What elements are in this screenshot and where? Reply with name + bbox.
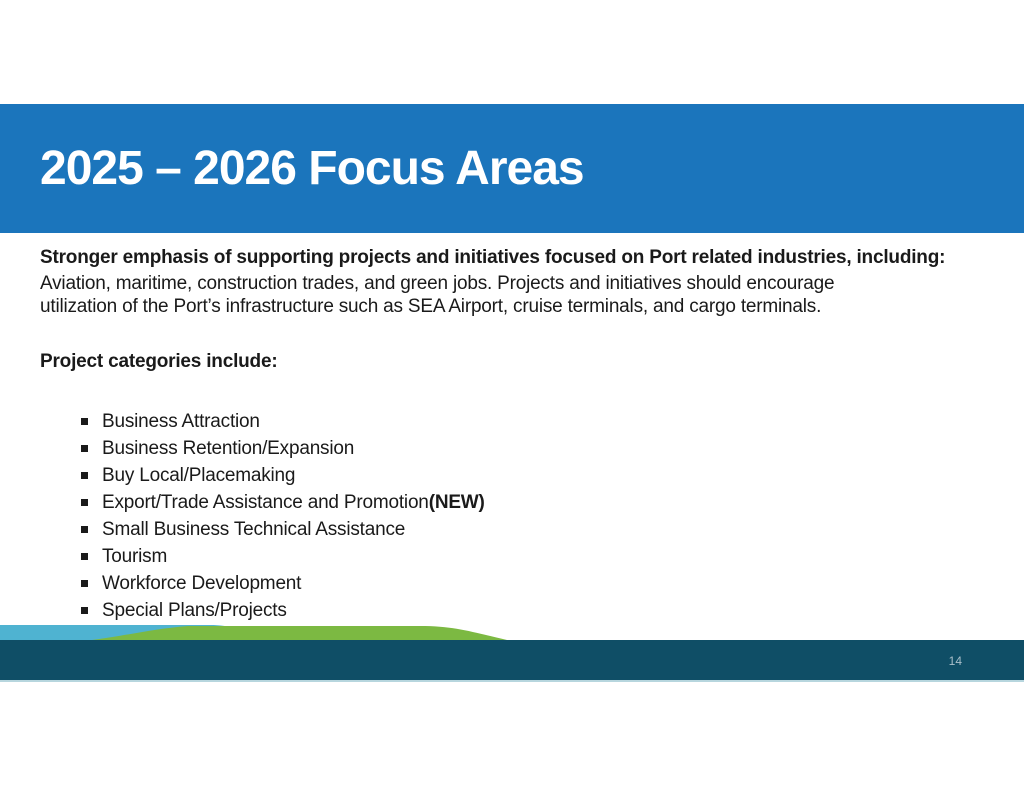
- list-item: Export/Trade Assistance and Promotion (N…: [40, 489, 988, 516]
- bullet-square-icon: [81, 445, 88, 452]
- list-item: Small Business Technical Assistance: [40, 516, 988, 543]
- bullet-square-icon: [81, 418, 88, 425]
- list-item: Business Attraction: [40, 408, 988, 435]
- category-label: Business Retention/Expansion: [102, 437, 355, 459]
- slide-title: 2025 – 2026 Focus Areas: [40, 141, 585, 195]
- bullet-square-icon: [81, 607, 88, 614]
- category-label: Workforce Development: [102, 572, 302, 594]
- bullet-square-icon: [81, 580, 88, 587]
- bullet-square-icon: [81, 553, 88, 560]
- list-item: Workforce Development: [40, 570, 988, 597]
- category-label: Tourism: [102, 545, 168, 567]
- category-list: Business Attraction Business Retention/E…: [40, 408, 988, 624]
- list-item: Business Retention/Expansion: [40, 435, 988, 462]
- footer-swoosh-graphic: [0, 625, 507, 640]
- bullet-square-icon: [81, 526, 88, 533]
- page-number: 14: [948, 654, 962, 668]
- list-item: Tourism: [40, 543, 988, 570]
- category-label: Business Attraction: [102, 410, 260, 432]
- category-badge: (NEW): [428, 491, 485, 513]
- list-item: Buy Local/Placemaking: [40, 462, 988, 489]
- bullet-square-icon: [81, 499, 88, 506]
- bullet-square-icon: [81, 472, 88, 479]
- emphasis-statement: Stronger emphasis of supporting projects…: [40, 247, 946, 268]
- category-label: Export/Trade Assistance and Promotion: [102, 491, 429, 513]
- green-wave-shape: [92, 626, 507, 640]
- title-band: 2025 – 2026 Focus Areas: [0, 104, 1024, 233]
- categories-heading: Project categories include:: [40, 351, 278, 372]
- slide-body: Stronger emphasis of supporting projects…: [40, 246, 988, 624]
- emphasis-detail: Aviation, maritime, construction trades,…: [40, 273, 835, 317]
- category-label: Small Business Technical Assistance: [102, 518, 406, 540]
- footer-band: 14: [0, 640, 1024, 682]
- category-label: Buy Local/Placemaking: [102, 464, 296, 486]
- list-item: Special Plans/Projects: [40, 597, 988, 624]
- category-label: Special Plans/Projects: [102, 599, 287, 621]
